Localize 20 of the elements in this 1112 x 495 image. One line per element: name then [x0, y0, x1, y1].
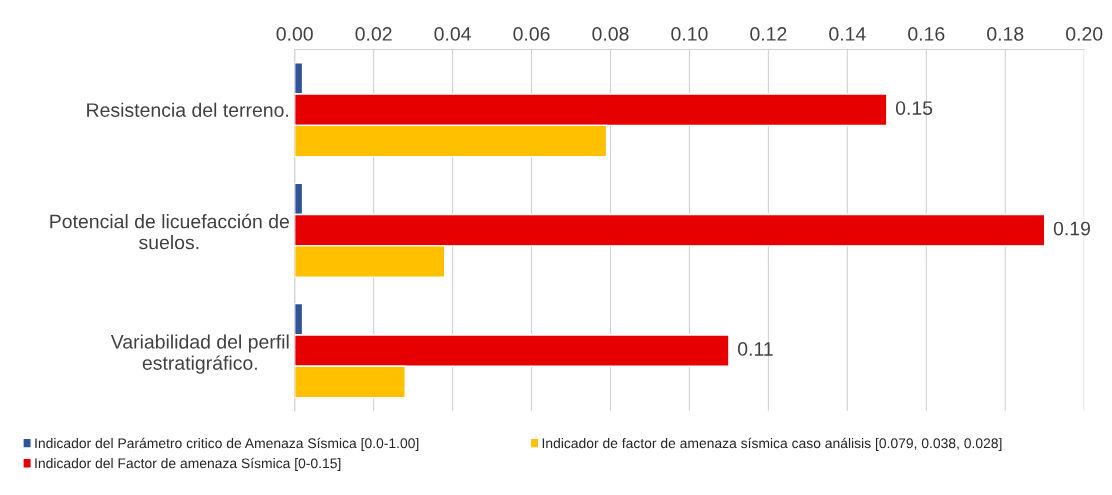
x-tick-label: 0.00	[276, 27, 313, 41]
x-tick-label: 0.06	[513, 27, 550, 41]
data-label: 0.11	[738, 342, 773, 356]
x-tick-label: 0.20	[1066, 27, 1103, 41]
x-tick-label: 0.04	[434, 27, 471, 41]
y-tick-label: Variabilidad del perfil estratigráfico.	[110, 334, 289, 374]
legend-label: Indicador del Factor de amenaza Sísmica [0-0.15]	[35, 457, 341, 471]
x-tick-label: 0.18	[987, 27, 1024, 41]
data-label: 0.15	[895, 101, 933, 115]
x-tick-label: 0.14	[829, 27, 866, 41]
data-label: 0.19	[1053, 221, 1090, 236]
x-tick-label: 0.10	[671, 27, 708, 41]
x-tick-label: 0.16	[908, 27, 945, 41]
x-tick-label: 0.02	[355, 27, 392, 41]
legend-label: Indicador de factor de amenaza sísmica caso análisis [0.079, 0.038, 0.028]	[542, 437, 1002, 451]
x-tick-label: 0.12	[750, 27, 787, 41]
x-tick-label: 0.08	[592, 27, 629, 41]
y-tick-label: Resistencia del terreno.	[87, 102, 289, 117]
legend-label: Indicador del Parámetro critico de Amenaza Sísmica [0.0-1.00]	[35, 437, 419, 451]
y-tick-label: Potencial de licuefacción de suelos.	[50, 213, 289, 250]
